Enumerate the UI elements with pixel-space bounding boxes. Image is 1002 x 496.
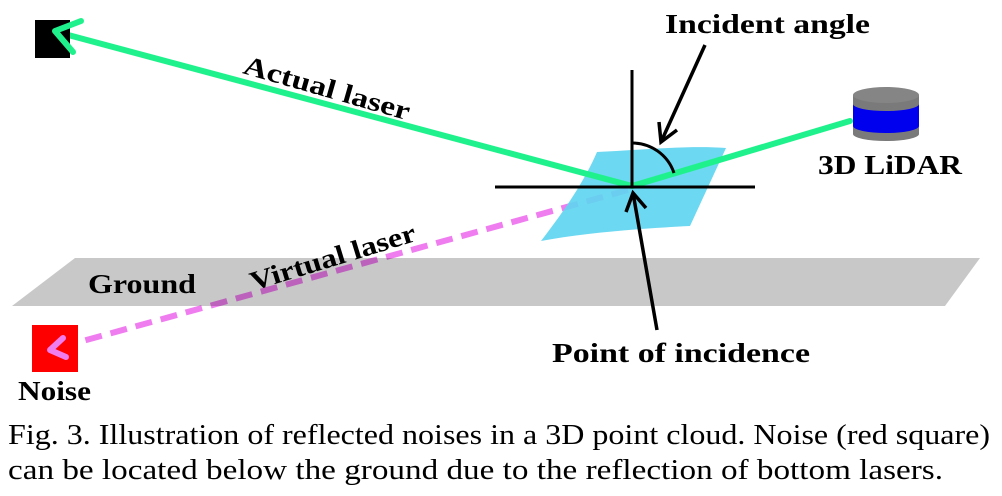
point-of-incidence-pointer-line <box>631 192 659 331</box>
actual-laser-reflected-line <box>54 29 635 189</box>
point-of-incidence-pointer-arrowhead <box>624 189 648 213</box>
noise-label: Noise <box>18 376 91 406</box>
ground-plane <box>12 258 980 306</box>
caption-line-2: can be located below the ground due to t… <box>8 455 943 486</box>
lidar-label: 3D LiDAR <box>818 150 963 180</box>
lidar-body <box>853 104 919 133</box>
noise-arrowhead <box>47 335 69 360</box>
caption-line-1: Fig. 3. Illustration of reflected noises… <box>8 420 990 451</box>
ground-label: Ground <box>88 269 196 299</box>
incident-angle-pointer-line <box>659 44 707 143</box>
lidar-sensor-icon <box>853 87 919 141</box>
incident-angle-arc <box>631 141 676 174</box>
actual-laser-incoming-line <box>629 118 853 189</box>
incident-angle-label: Incident angle <box>665 9 870 39</box>
lidar-cap <box>853 87 919 103</box>
figure-caption: Fig. 3. Illustration of reflected noises… <box>8 420 990 486</box>
incident-angle-pointer-arrowhead <box>657 121 679 146</box>
point-of-incidence-label: Point of incidence <box>552 338 810 368</box>
virtual-laser-line <box>71 187 629 347</box>
actual-laser-arrowhead <box>52 18 84 55</box>
